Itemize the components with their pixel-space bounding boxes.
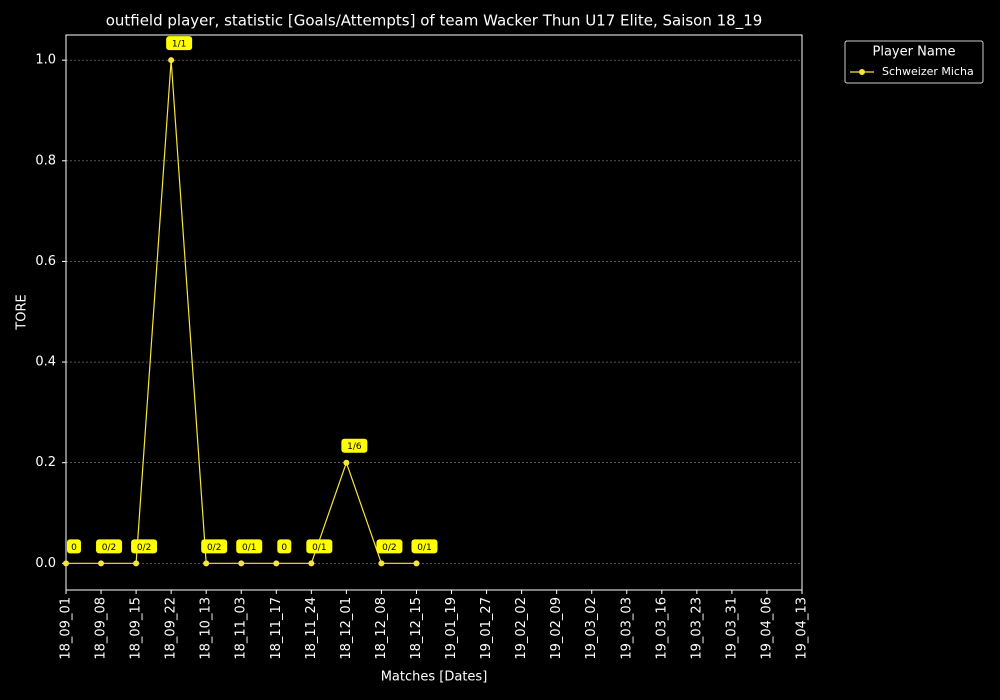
value-label-box <box>411 539 438 554</box>
x-tick-label: 19_02_09 <box>549 597 564 660</box>
point <box>238 560 245 567</box>
value-label-box <box>277 539 292 554</box>
value-label-box <box>96 539 123 554</box>
x-tick-label: 18_09_08 <box>94 597 109 660</box>
value-label-box <box>341 438 368 453</box>
value-label-box <box>201 539 228 554</box>
x-tick-label: 19_03_16 <box>654 597 669 660</box>
x-tick-label: 18_09_22 <box>164 597 179 660</box>
value-label: 0/2 <box>102 543 116 553</box>
value-label: 0/1 <box>242 543 256 553</box>
x-tick-label: 19_04_06 <box>759 597 774 660</box>
legend-marker <box>859 69 865 75</box>
x-tick-label: 19_03_23 <box>689 597 704 660</box>
x-tick-label: 18_10_13 <box>199 597 214 660</box>
x-tick-label: 18_12_01 <box>339 597 354 660</box>
point <box>378 560 385 567</box>
value-label: 0/1 <box>312 543 326 553</box>
x-tick-label: 18_09_01 <box>59 597 74 660</box>
value-label-box <box>376 539 403 554</box>
point <box>413 560 420 567</box>
point <box>133 560 140 567</box>
y-tick-label: 0.8 <box>35 153 56 168</box>
point <box>98 560 105 567</box>
value-label: 0/1 <box>417 543 431 553</box>
x-tick-label: 18_09_15 <box>129 597 144 660</box>
value-label-box <box>166 36 193 51</box>
y-axis-label: TORE <box>15 294 30 330</box>
x-tick-label: 19_01_27 <box>479 597 494 660</box>
value-label: 0 <box>71 543 77 553</box>
y-tick-label: 1.0 <box>35 53 56 68</box>
x-tick-label: 18_11_17 <box>269 597 284 660</box>
value-label: 0/2 <box>207 543 221 553</box>
value-label-box <box>131 539 158 554</box>
value-label-box <box>236 539 263 554</box>
value-label-box <box>306 539 333 554</box>
x-tick-label: 19_03_03 <box>619 597 634 660</box>
legend-label: Schweizer Micha <box>882 65 974 78</box>
plot-frame <box>65 34 803 591</box>
point <box>343 459 350 466</box>
x-tick-label: 18_12_08 <box>374 597 389 660</box>
value-label: 0 <box>281 543 287 553</box>
y-tick-label: 0.2 <box>35 455 56 470</box>
value-label: 1/6 <box>347 442 362 452</box>
point <box>168 57 175 64</box>
x-tick-label: 18_11_03 <box>234 597 249 660</box>
point <box>308 560 315 567</box>
value-label-box <box>67 539 81 554</box>
point <box>203 560 210 567</box>
x-axis-label: Matches [Dates] <box>381 670 488 685</box>
y-tick-label: 0.0 <box>35 556 56 571</box>
point <box>63 560 69 567</box>
x-tick-label: 18_12_15 <box>409 597 424 660</box>
legend-box <box>844 40 984 84</box>
x-tick-label: 19_03_31 <box>724 597 739 660</box>
x-tick-label: 19_02_02 <box>514 597 529 660</box>
chart-title: outfield player, statistic [Goals/Attemp… <box>106 12 763 31</box>
y-tick-label: 0.6 <box>35 254 56 269</box>
x-tick-label: 19_01_19 <box>444 597 459 660</box>
value-label: 0/2 <box>382 543 396 553</box>
value-label: 1/1 <box>172 40 186 50</box>
point <box>273 560 280 567</box>
x-tick-label: 18_11_24 <box>304 597 319 660</box>
legend-title: Player Name <box>873 45 956 60</box>
x-tick-label: 19_03_02 <box>584 597 599 660</box>
value-label: 0/2 <box>137 543 151 553</box>
y-tick-label: 0.4 <box>35 355 56 370</box>
line <box>66 60 417 564</box>
x-tick-label: 19_04_13 <box>795 597 810 660</box>
